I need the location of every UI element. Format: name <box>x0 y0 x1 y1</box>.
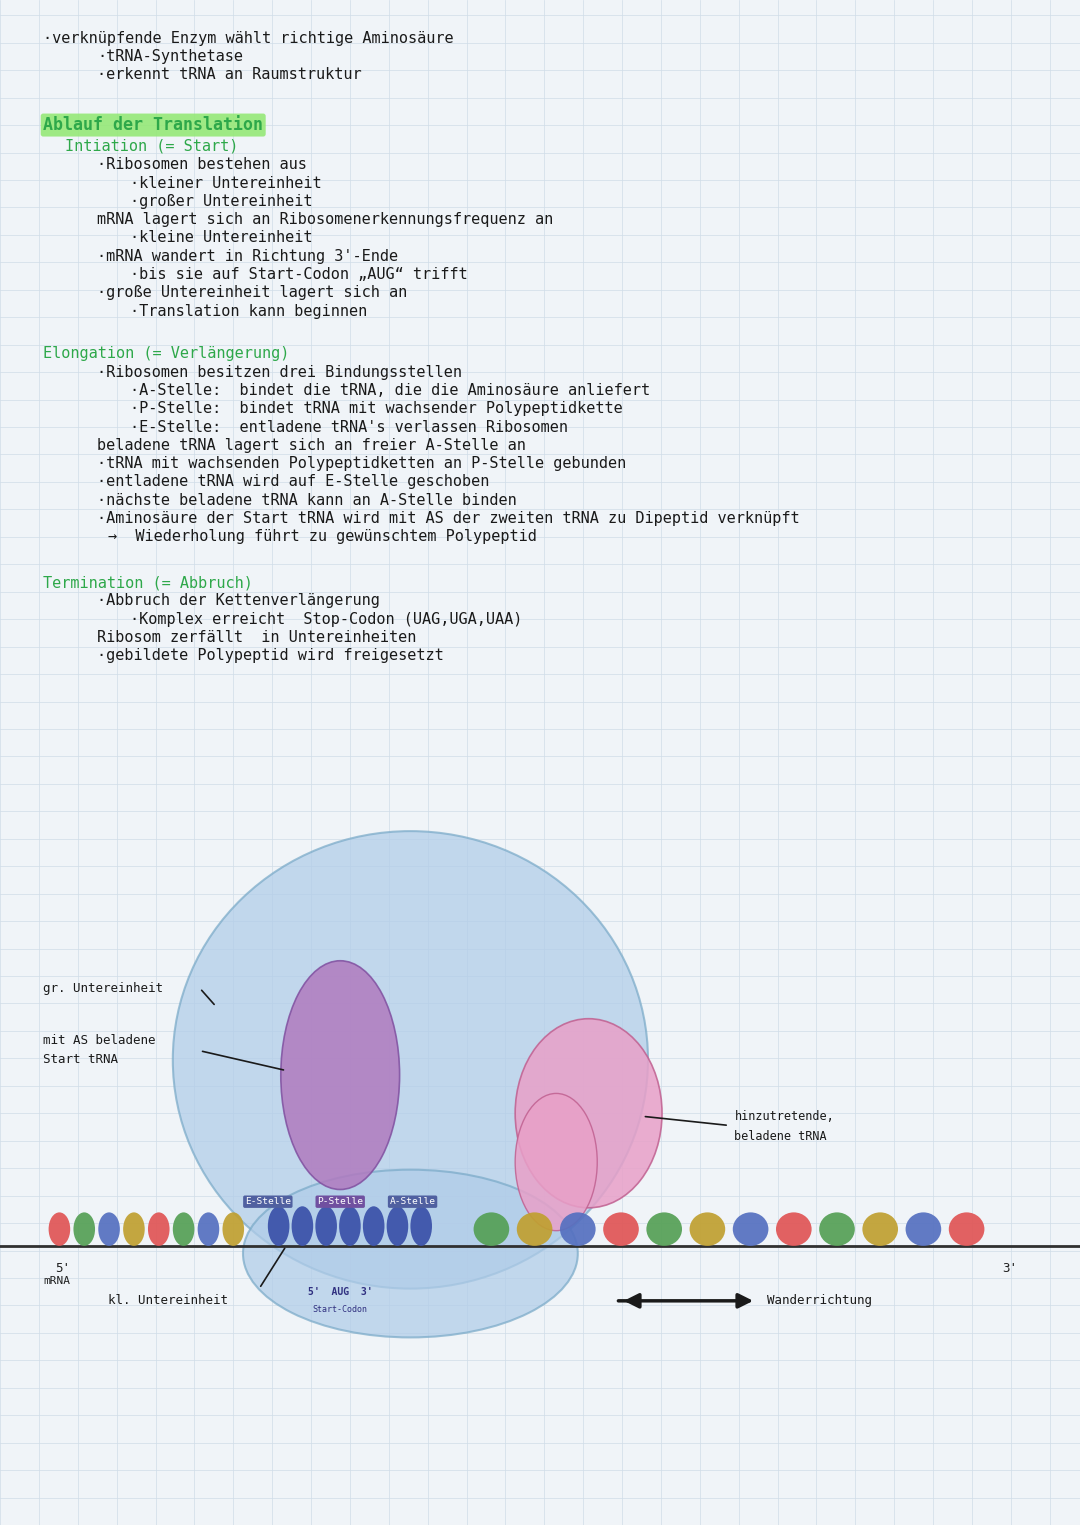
Text: ·Ribosomen bestehen aus: ·Ribosomen bestehen aus <box>97 157 307 172</box>
Text: Start tRNA: Start tRNA <box>43 1054 118 1066</box>
Text: ·tRNA mit wachsenden Polypeptidketten an P-Stelle gebunden: ·tRNA mit wachsenden Polypeptidketten an… <box>97 456 626 471</box>
Text: Start-Codon: Start-Codon <box>313 1305 367 1315</box>
Ellipse shape <box>198 1212 219 1246</box>
Text: ·mRNA wandert in Richtung 3'-Ende: ·mRNA wandert in Richtung 3'-Ende <box>97 249 399 264</box>
Ellipse shape <box>473 1212 510 1246</box>
Text: 5': 5' <box>55 1263 70 1275</box>
Ellipse shape <box>49 1212 70 1246</box>
Text: →  Wiederholung führt zu gewünschtem Polypeptid: → Wiederholung führt zu gewünschtem Poly… <box>108 529 537 544</box>
Text: ·A-Stelle:  bindet die tRNA, die die Aminosäure anliefert: ·A-Stelle: bindet die tRNA, die die Amin… <box>130 383 650 398</box>
Text: beladene tRNA lagert sich an freier A-Stelle an: beladene tRNA lagert sich an freier A-St… <box>97 438 526 453</box>
Text: Wanderrichtung: Wanderrichtung <box>767 1295 872 1307</box>
Text: ·Translation kann beginnen: ·Translation kann beginnen <box>130 303 367 319</box>
Text: ·großer Untereinheit: ·großer Untereinheit <box>130 194 312 209</box>
Text: mRNA lagert sich an Ribosomenerkennungsfrequenz an: mRNA lagert sich an Ribosomenerkennungsf… <box>97 212 553 227</box>
Ellipse shape <box>123 1212 145 1246</box>
Text: ·erkennt tRNA an Raumstruktur: ·erkennt tRNA an Raumstruktur <box>97 67 362 82</box>
Text: Ablauf der Translation: Ablauf der Translation <box>43 116 264 134</box>
Ellipse shape <box>689 1212 726 1246</box>
Ellipse shape <box>516 1212 553 1246</box>
Text: mit AS beladene: mit AS beladene <box>43 1034 156 1046</box>
Text: ·gebildete Polypeptid wird freigesetzt: ·gebildete Polypeptid wird freigesetzt <box>97 648 444 663</box>
Text: ·kleiner Untereinheit: ·kleiner Untereinheit <box>130 175 321 191</box>
Ellipse shape <box>905 1212 942 1246</box>
Ellipse shape <box>862 1212 899 1246</box>
Text: ·P-Stelle:  bindet tRNA mit wachsender Polypeptidkette: ·P-Stelle: bindet tRNA mit wachsender Po… <box>130 401 622 416</box>
Ellipse shape <box>410 1206 432 1246</box>
Ellipse shape <box>515 1019 662 1208</box>
Text: Intiation (= Start): Intiation (= Start) <box>65 139 239 154</box>
Text: Elongation (= Verlängerung): Elongation (= Verlängerung) <box>43 346 289 361</box>
Text: ·tRNA-Synthetase: ·tRNA-Synthetase <box>97 49 243 64</box>
Text: A-Stelle: A-Stelle <box>390 1197 435 1206</box>
Ellipse shape <box>268 1206 289 1246</box>
Ellipse shape <box>148 1212 170 1246</box>
Text: 5'  AUG  3': 5' AUG 3' <box>308 1287 373 1296</box>
Text: ·verknüpfende Enzym wählt richtige Aminosäure: ·verknüpfende Enzym wählt richtige Amino… <box>43 30 454 46</box>
Text: ·Komplex erreicht  Stop-Codon (UAG,UGA,UAA): ·Komplex erreicht Stop-Codon (UAG,UGA,UA… <box>130 612 522 627</box>
Ellipse shape <box>948 1212 985 1246</box>
Ellipse shape <box>819 1212 855 1246</box>
Text: ·nächste beladene tRNA kann an A-Stelle binden: ·nächste beladene tRNA kann an A-Stelle … <box>97 493 517 508</box>
Ellipse shape <box>222 1212 244 1246</box>
Text: ·Ribosomen besitzen drei Bindungsstellen: ·Ribosomen besitzen drei Bindungsstellen <box>97 364 462 380</box>
Ellipse shape <box>243 1170 578 1337</box>
Text: ·entladene tRNA wird auf E-Stelle geschoben: ·entladene tRNA wird auf E-Stelle gescho… <box>97 474 489 490</box>
Ellipse shape <box>603 1212 639 1246</box>
Text: P-Stelle: P-Stelle <box>318 1197 363 1206</box>
Ellipse shape <box>173 1212 194 1246</box>
Text: ·E-Stelle:  entladene tRNA's verlassen Ribosomen: ·E-Stelle: entladene tRNA's verlassen Ri… <box>130 419 568 435</box>
Text: mRNA: mRNA <box>43 1276 70 1286</box>
Text: beladene tRNA: beladene tRNA <box>734 1130 827 1142</box>
Ellipse shape <box>387 1206 408 1246</box>
Text: Termination (= Abbruch): Termination (= Abbruch) <box>43 575 253 590</box>
Ellipse shape <box>363 1206 384 1246</box>
Text: ·bis sie auf Start-Codon „AUG“ trifft: ·bis sie auf Start-Codon „AUG“ trifft <box>130 267 468 282</box>
Text: Ribosom zerfällt  in Untereinheiten: Ribosom zerfällt in Untereinheiten <box>97 630 417 645</box>
Ellipse shape <box>281 961 400 1190</box>
Ellipse shape <box>73 1212 95 1246</box>
Text: E-Stelle: E-Stelle <box>245 1197 291 1206</box>
Ellipse shape <box>315 1206 337 1246</box>
Text: 3': 3' <box>1002 1263 1017 1275</box>
Ellipse shape <box>732 1212 769 1246</box>
Ellipse shape <box>339 1206 361 1246</box>
Ellipse shape <box>646 1212 683 1246</box>
Ellipse shape <box>173 831 648 1289</box>
Text: ·große Untereinheit lagert sich an: ·große Untereinheit lagert sich an <box>97 285 407 300</box>
Ellipse shape <box>561 1212 596 1246</box>
Ellipse shape <box>775 1212 812 1246</box>
Text: ·Aminosäure der Start tRNA wird mit AS der zweiten tRNA zu Dipeptid verknüpft: ·Aminosäure der Start tRNA wird mit AS d… <box>97 511 800 526</box>
Text: kl. Untereinheit: kl. Untereinheit <box>108 1295 228 1307</box>
Text: hinzutretende,: hinzutretende, <box>734 1110 834 1122</box>
Ellipse shape <box>98 1212 120 1246</box>
Ellipse shape <box>515 1093 597 1231</box>
Text: ·Abbruch der Kettenverlängerung: ·Abbruch der Kettenverlängerung <box>97 593 380 608</box>
Text: gr. Untereinheit: gr. Untereinheit <box>43 982 163 994</box>
Text: ·kleine Untereinheit: ·kleine Untereinheit <box>130 230 312 246</box>
Ellipse shape <box>292 1206 313 1246</box>
